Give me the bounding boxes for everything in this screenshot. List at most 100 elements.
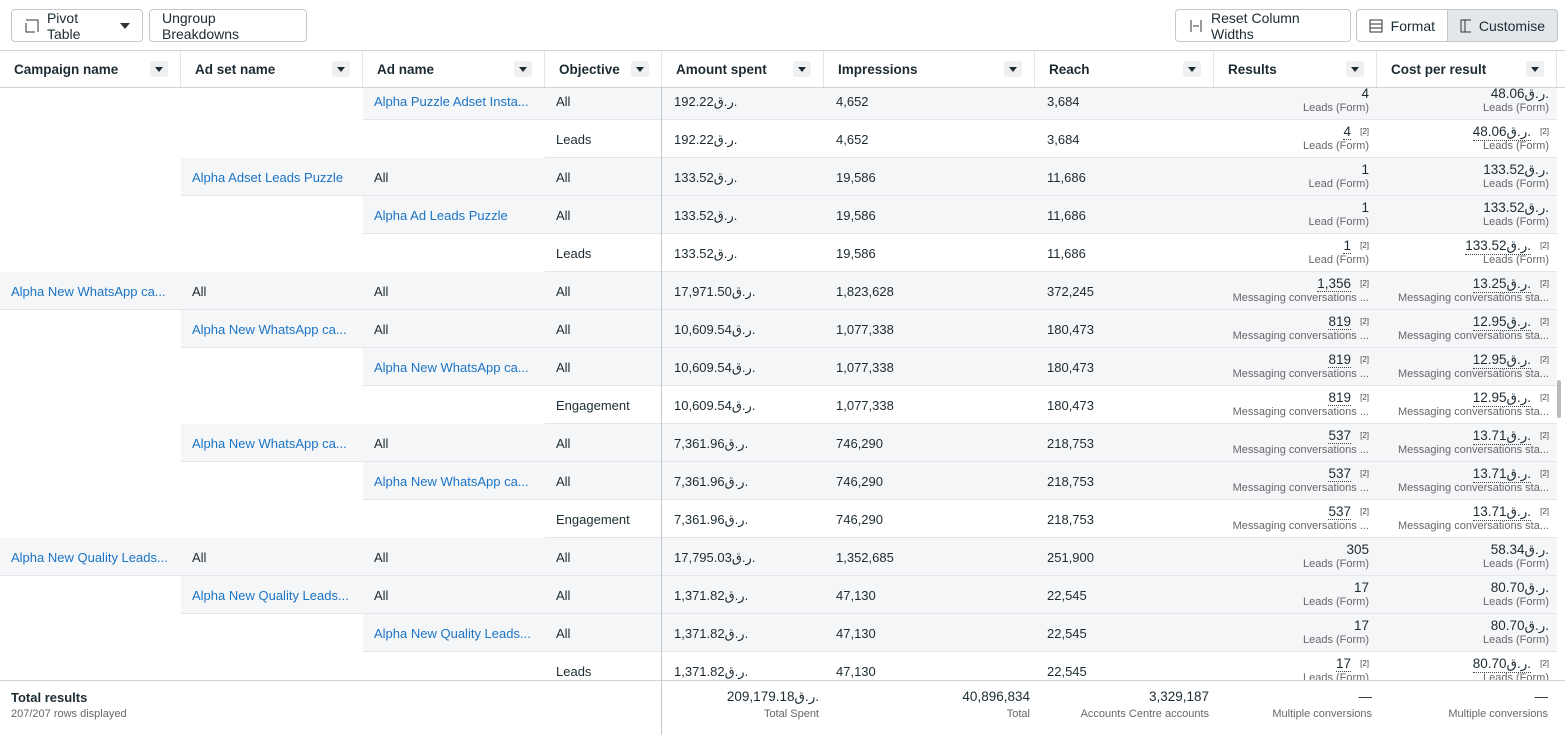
column-header-label: Ad set name	[195, 61, 276, 77]
results-subtitle: Messaging conversations ...	[1232, 444, 1369, 456]
adset-cell[interactable]: Alpha New Quality Leads...	[192, 588, 349, 603]
customise-label: Customise	[1478, 17, 1545, 34]
customise-button[interactable]: Customise	[1447, 9, 1558, 42]
column-menu[interactable]	[332, 61, 350, 77]
table-row	[181, 424, 1557, 462]
column-menu[interactable]	[793, 61, 811, 77]
cost-subtitle: Leads (Form)	[1482, 140, 1549, 152]
results-value: 1,356	[1317, 276, 1351, 292]
column-header[interactable]: Impressions	[824, 51, 1035, 87]
cost-subtitle: Leads (Form)	[1482, 672, 1549, 681]
ad-cell[interactable]: Alpha Puzzle Adset Insta...	[374, 94, 529, 109]
format-button[interactable]: Format	[1356, 9, 1448, 42]
cost-total: —	[1534, 689, 1549, 704]
column-header[interactable]: Ad name	[363, 51, 545, 87]
column-menu[interactable]	[514, 61, 532, 77]
pivot-table-button[interactable]: Pivot Table	[11, 9, 143, 42]
reach-total-label: Accounts Centre accounts	[1080, 708, 1209, 720]
impressions-cell: 1,077,338	[836, 360, 894, 375]
ungroup-button[interactable]: Ungroup Breakdowns	[149, 9, 307, 42]
campaign-cell[interactable]: Alpha New Quality Leads...	[11, 550, 168, 565]
campaign-cell[interactable]: Alpha New WhatsApp ca...	[11, 284, 166, 299]
table-row	[363, 462, 1557, 500]
cost-footnote: [2]	[1540, 241, 1549, 250]
objective-cell: All	[556, 94, 571, 109]
objective-cell: Leads	[556, 664, 592, 679]
cost-subtitle: Messaging conversations sta...	[1397, 330, 1549, 342]
ad-cell[interactable]: Alpha Ad Leads Puzzle	[374, 208, 508, 223]
column-header[interactable]: Ad set name	[181, 51, 363, 87]
cost-value: 80.70ر.ق.	[1490, 618, 1549, 633]
adset-cell[interactable]: Alpha New WhatsApp ca...	[192, 322, 347, 337]
objective-cell: All	[556, 588, 571, 603]
ad-cell[interactable]: Alpha New WhatsApp ca...	[374, 360, 529, 375]
column-menu[interactable]	[1183, 61, 1201, 77]
adset-cell[interactable]: Alpha New WhatsApp ca...	[192, 436, 347, 451]
column-menu[interactable]	[1346, 61, 1364, 77]
cost-subtitle: Messaging conversations sta...	[1397, 482, 1549, 494]
table-row	[0, 538, 1557, 576]
results-footnote: [2]	[1360, 127, 1369, 136]
cost-value: 13.71ر.ق.	[1472, 466, 1531, 483]
results-subtitle: Leads (Form)	[1302, 634, 1369, 646]
results-subtitle: Leads (Form)	[1302, 596, 1369, 608]
cost-subtitle: Leads (Form)	[1482, 634, 1549, 646]
column-header[interactable]: Cost per result	[1377, 51, 1557, 87]
cost-footnote: [2]	[1540, 469, 1549, 478]
objective-cell: All	[556, 550, 571, 565]
table-row	[545, 652, 1557, 681]
reset-widths-button[interactable]: Reset Column Widths	[1175, 9, 1351, 42]
results-value: 17	[1335, 656, 1351, 672]
column-header[interactable]: Amount spent	[662, 51, 824, 87]
reach-cell: 180,473	[1047, 398, 1094, 413]
column-menu[interactable]	[1004, 61, 1022, 77]
format-label: Format	[1390, 17, 1435, 34]
amount-total-label: Total Spent	[763, 708, 819, 720]
results-subtitle: Messaging conversations ...	[1232, 330, 1369, 342]
ad-cell: All	[374, 284, 389, 299]
table-row	[545, 234, 1557, 272]
column-header[interactable]: Objective	[545, 51, 662, 87]
cost-footnote: [2]	[1540, 393, 1549, 402]
objective-cell: All	[556, 208, 571, 223]
cost-value: 80.70ر.ق.	[1472, 656, 1531, 673]
column-header[interactable]: Results	[1214, 51, 1377, 87]
column-menu[interactable]	[1526, 61, 1544, 77]
table-row	[363, 196, 1557, 234]
cost-value: 133.52ر.ق.	[1483, 162, 1549, 177]
reach-cell: 3,684	[1047, 132, 1080, 147]
amount-cell: 10,609.54ر.ق.	[674, 322, 756, 337]
results-value: 819	[1328, 352, 1351, 368]
freeze-divider	[661, 51, 662, 735]
reach-cell: 22,545	[1047, 588, 1087, 603]
results-subtitle: Leads (Form)	[1302, 140, 1369, 152]
table-body: Alpha Puzzle Adset Insta... All 192.22ر.ق.…	[0, 87, 1565, 681]
ad-cell[interactable]: Alpha New Quality Leads...	[374, 626, 531, 641]
impressions-total: 40,896,834	[962, 689, 1030, 704]
cost-subtitle: Messaging conversations sta...	[1397, 520, 1549, 532]
reach-cell: 3,684	[1047, 94, 1080, 109]
reach-cell: 372,245	[1047, 284, 1094, 299]
impressions-cell: 19,586	[836, 208, 876, 223]
column-header[interactable]: Campaign name	[0, 51, 181, 87]
amount-cell: 192.22ر.ق.	[674, 132, 738, 147]
column-menu[interactable]	[150, 61, 168, 77]
impressions-cell: 1,077,338	[836, 322, 894, 337]
objective-cell: Engagement	[556, 512, 630, 527]
cost-value: 133.52ر.ق.	[1483, 200, 1549, 215]
results-value: 4	[1343, 124, 1351, 140]
column-header[interactable]: Reach	[1035, 51, 1214, 87]
cost-value: 12.95ر.ق.	[1472, 352, 1531, 369]
cost-value: 133.52ر.ق.	[1465, 238, 1531, 255]
table-row	[545, 500, 1557, 538]
amount-cell: 1,371.82ر.ق.	[674, 588, 749, 603]
amount-cell: 1,371.82ر.ق.	[674, 626, 749, 641]
impressions-cell: 4,652	[836, 94, 869, 109]
cost-total-label: Multiple conversions	[1448, 708, 1548, 720]
column-menu[interactable]	[631, 61, 649, 77]
adset-cell[interactable]: Alpha Adset Leads Puzzle	[192, 170, 344, 185]
cost-footnote: [2]	[1540, 355, 1549, 364]
table-row	[545, 386, 1557, 424]
ad-cell[interactable]: Alpha New WhatsApp ca...	[374, 474, 529, 489]
results-subtitle: Messaging conversations ...	[1232, 292, 1369, 304]
